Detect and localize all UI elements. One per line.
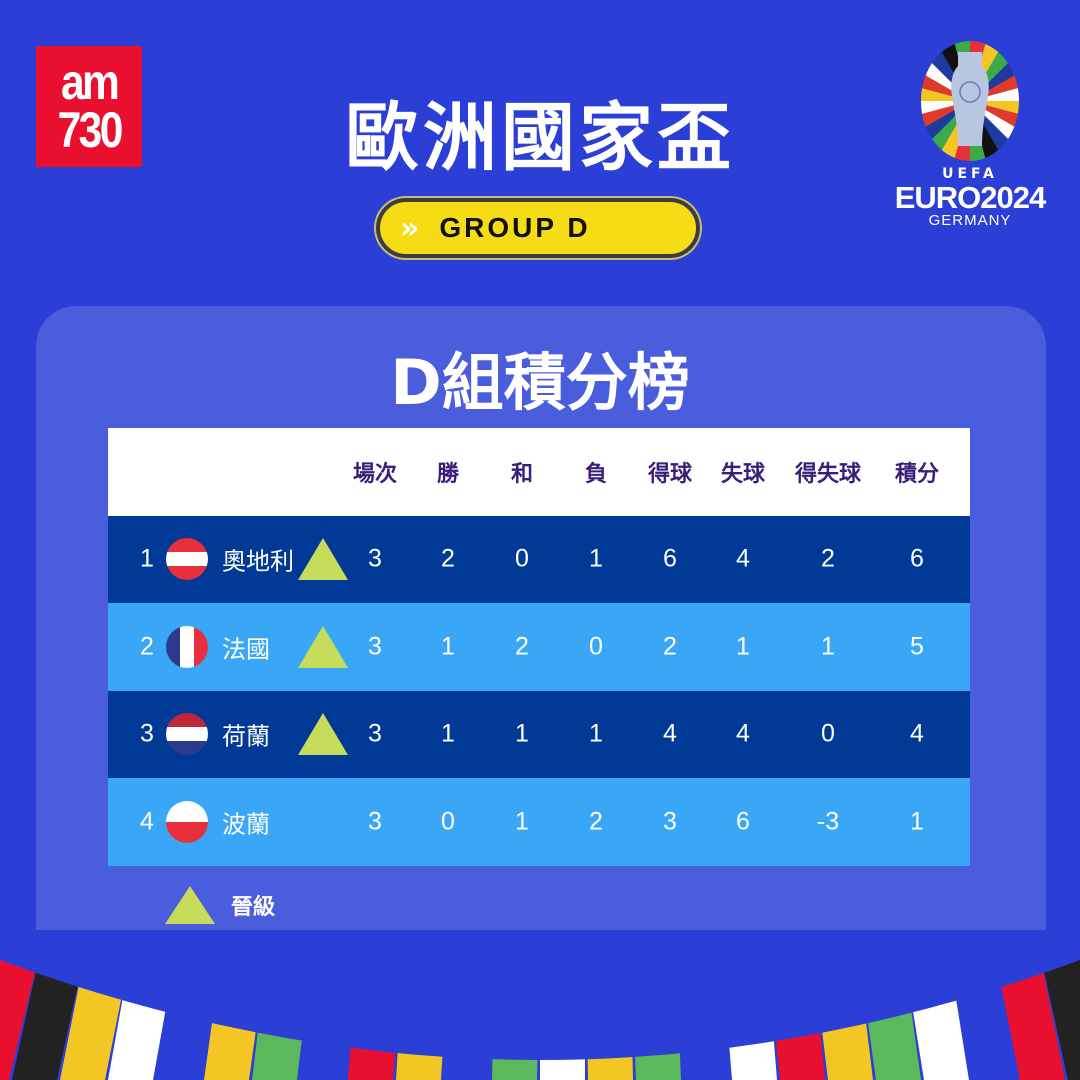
stat-7: 6 bbox=[910, 544, 924, 573]
stat-2: 1 bbox=[515, 719, 529, 748]
uefa-text: UEFA bbox=[942, 166, 998, 182]
group-label: GROUP D bbox=[439, 212, 591, 243]
column-header: 負 bbox=[584, 461, 608, 487]
team-name: 奧地利 bbox=[222, 547, 294, 576]
group-badge: » GROUP D bbox=[376, 198, 700, 258]
poland-flag-icon bbox=[166, 800, 208, 843]
stat-4: 6 bbox=[663, 544, 677, 573]
page-title: 歐洲國家盃 bbox=[345, 95, 735, 181]
stat-2: 0 bbox=[515, 544, 529, 573]
stat-6: 0 bbox=[821, 719, 835, 748]
trophy-emblem-icon bbox=[921, 41, 1019, 161]
standings-table: 場次 勝 和 負 得球 失球 得失球 積分 1 奧地利 3 2 0 1 6 4 2 6 2 法國 3 1 2 0 2 1 1 5… bbox=[108, 428, 970, 866]
table-row: 4 波蘭 3 0 1 2 3 6 -3 1 bbox=[108, 778, 970, 866]
euro2024-text: EURO2024 bbox=[894, 180, 1047, 215]
qualified-triangle-icon bbox=[165, 886, 215, 924]
column-header: 得球 bbox=[647, 461, 693, 487]
stat-3: 1 bbox=[589, 544, 603, 573]
stat-7: 1 bbox=[910, 807, 924, 836]
euro2024-logo: UEFA EURO2024 GERMANY bbox=[890, 40, 1050, 229]
am730-logo: am 730 bbox=[36, 46, 142, 167]
table-header: 場次 勝 和 負 得球 失球 得失球 積分 bbox=[108, 428, 970, 516]
column-header: 失球 bbox=[720, 461, 766, 487]
germany-text: GERMANY bbox=[928, 212, 1012, 229]
qualified-triangle-icon bbox=[298, 625, 348, 668]
stat-5: 1 bbox=[736, 632, 750, 661]
stat-5: 4 bbox=[736, 719, 750, 748]
stat-6: 1 bbox=[821, 632, 835, 661]
stat-4: 2 bbox=[663, 632, 677, 661]
netherlands-flag-icon bbox=[166, 713, 208, 756]
stat-3: 1 bbox=[589, 719, 603, 748]
table-row: 3 荷蘭 3 1 1 1 4 4 0 4 bbox=[108, 690, 970, 778]
column-header: 得失球 bbox=[794, 461, 862, 487]
stat-1: 1 bbox=[441, 719, 455, 748]
stat-2: 1 bbox=[515, 807, 529, 836]
stat-7: 5 bbox=[910, 632, 924, 661]
stat-5: 6 bbox=[736, 807, 750, 836]
column-header: 場次 bbox=[352, 461, 398, 487]
austria-flag-icon bbox=[166, 538, 208, 581]
stat-1: 0 bbox=[441, 807, 455, 836]
qualified-triangle-icon bbox=[298, 713, 348, 756]
rank: 3 bbox=[140, 719, 154, 748]
stat-3: 0 bbox=[589, 632, 603, 661]
legend: 晉級 bbox=[165, 886, 275, 924]
stat-7: 4 bbox=[910, 719, 924, 748]
stat-5: 4 bbox=[736, 544, 750, 573]
team-name: 波蘭 bbox=[222, 810, 270, 839]
column-header: 和 bbox=[510, 461, 534, 487]
legend-label: 晉級 bbox=[231, 895, 276, 920]
column-header: 勝 bbox=[436, 461, 460, 487]
table-row: 2 法國 3 1 2 0 2 1 1 5 bbox=[108, 603, 970, 691]
stat-0: 3 bbox=[368, 544, 382, 573]
stat-0: 3 bbox=[368, 632, 382, 661]
france-flag-icon bbox=[166, 625, 208, 668]
flag-stripes-decoration bbox=[0, 930, 1080, 1080]
team-name: 荷蘭 bbox=[222, 722, 270, 751]
stat-6: -3 bbox=[816, 807, 840, 836]
stat-0: 3 bbox=[368, 719, 382, 748]
rank: 1 bbox=[140, 544, 154, 573]
stat-3: 2 bbox=[589, 807, 603, 836]
stat-6: 2 bbox=[821, 544, 835, 573]
stat-4: 4 bbox=[663, 719, 677, 748]
standings-title: D組積分榜 bbox=[390, 346, 690, 419]
stat-1: 2 bbox=[441, 544, 455, 573]
table-row: 1 奧地利 3 2 0 1 6 4 2 6 bbox=[108, 515, 970, 603]
stat-4: 3 bbox=[663, 807, 677, 836]
team-name: 法國 bbox=[222, 635, 270, 664]
rank: 4 bbox=[140, 807, 154, 836]
stat-0: 3 bbox=[368, 807, 382, 836]
stat-2: 2 bbox=[515, 632, 529, 661]
qualified-triangle-icon bbox=[298, 538, 348, 581]
column-header: 積分 bbox=[894, 461, 940, 487]
double-chevron-right-icon: » bbox=[400, 210, 420, 246]
stat-1: 1 bbox=[441, 632, 455, 661]
rank: 2 bbox=[140, 632, 154, 661]
